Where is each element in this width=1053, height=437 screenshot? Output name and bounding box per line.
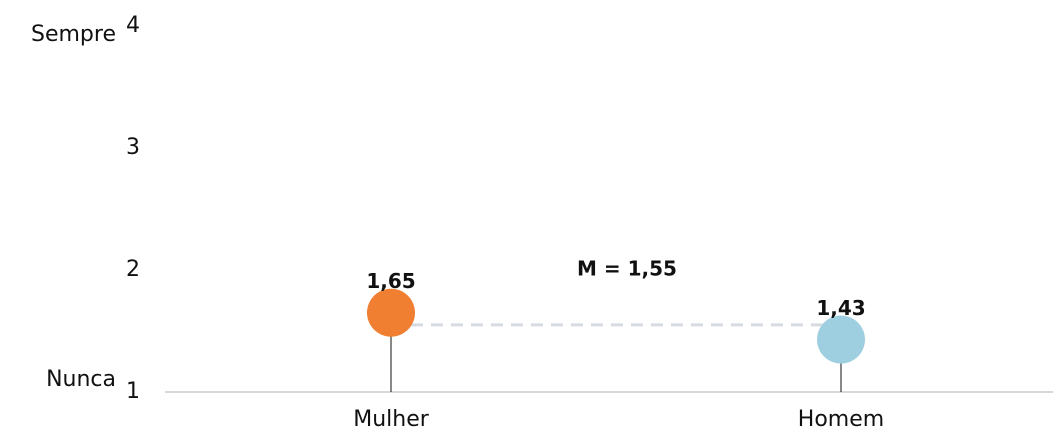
dot — [367, 288, 415, 337]
mean-label: M = 1,55 — [577, 257, 677, 281]
y-tick-label: 1 — [126, 379, 140, 404]
y-axis-top-label: Sempre — [31, 22, 116, 47]
y-tick-label: 2 — [126, 257, 140, 282]
x-tick-label: Mulher — [353, 407, 430, 432]
y-tick-label: 3 — [126, 135, 140, 160]
dot — [817, 315, 865, 364]
x-tick-label: Homem — [798, 407, 884, 432]
value-label: 1,65 — [366, 269, 415, 293]
y-axis-bottom-label: Nunca — [46, 367, 116, 392]
value-label: 1,43 — [816, 296, 865, 320]
y-tick-label: 4 — [126, 13, 140, 38]
